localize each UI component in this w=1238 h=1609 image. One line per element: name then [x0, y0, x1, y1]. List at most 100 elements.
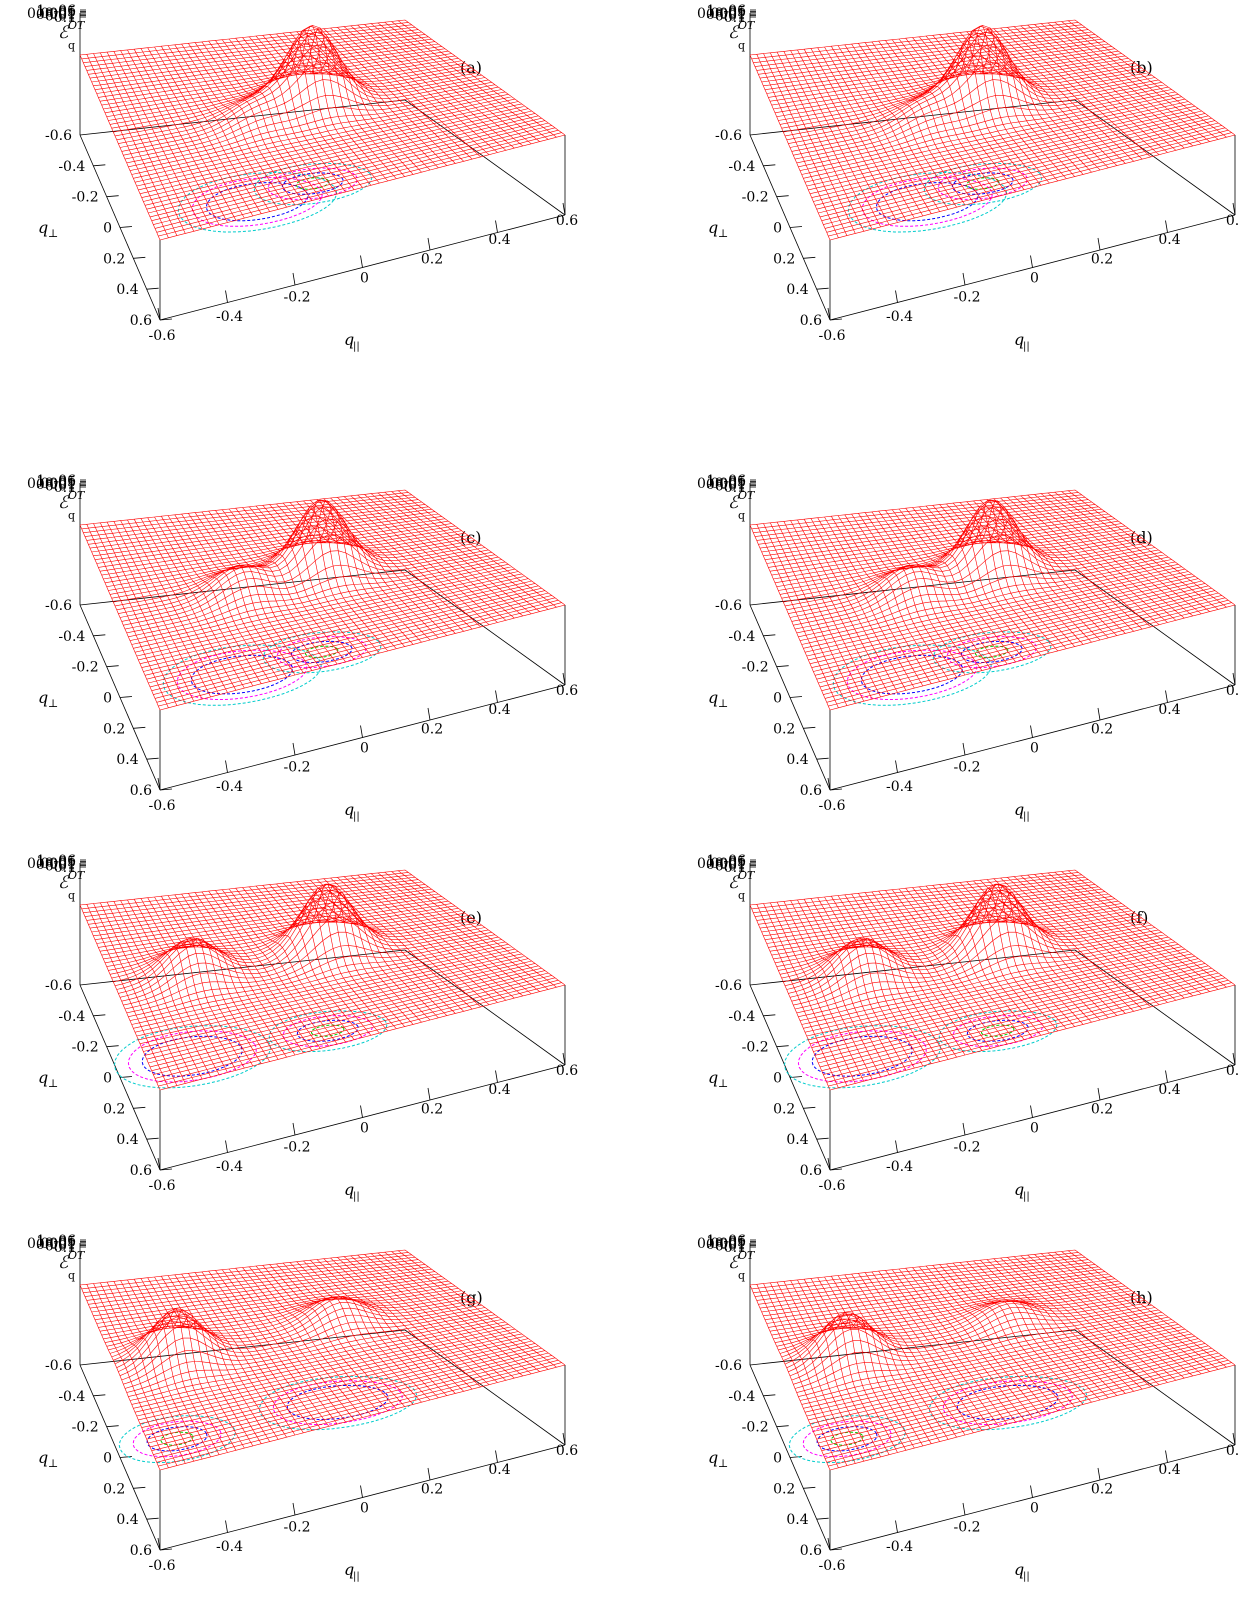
x-tick-label: 0: [1030, 271, 1039, 287]
x-axis-label-subscript: ||: [1023, 1191, 1030, 1202]
surface-wireframe: [79, 1249, 566, 1471]
surface-wireframe: [749, 489, 1236, 711]
y-tick-label: -0.2: [742, 190, 769, 206]
y-tick-label: 0: [773, 691, 782, 707]
y-tick-label: 0.2: [103, 1481, 125, 1497]
x-axis-label-subscript: ||: [353, 1571, 360, 1582]
x-tick-label: 0.4: [488, 1462, 510, 1478]
x-tick-label: -0.6: [819, 328, 846, 344]
y-tick: [146, 1137, 159, 1140]
y-tick-label: -0.4: [728, 1009, 755, 1025]
contour-line: [861, 176, 993, 227]
axes-box: [749, 479, 1236, 791]
y-tick-label: -0.2: [72, 1420, 99, 1436]
y-tick: [763, 164, 776, 167]
z-tick-label: 1e-06: [36, 853, 76, 869]
y-axis-label-subscript: ⊥: [718, 227, 728, 240]
contour-line: [788, 1415, 906, 1464]
x-axis-label: q: [1014, 330, 1024, 349]
y-tick: [776, 1045, 789, 1048]
z-tick-label: 0.001: [706, 857, 746, 873]
x-tick: [157, 307, 161, 321]
y-tick: [119, 1456, 133, 1458]
z-axis-label-subscript: q: [738, 1269, 745, 1282]
z-axis-label-subscript: q: [738, 39, 745, 52]
y-tick-label: -0.4: [58, 1009, 85, 1025]
x-tick-label: -0.6: [819, 1178, 846, 1194]
y-axis-label-subscript: ⊥: [48, 697, 58, 710]
y-tick: [763, 1014, 776, 1017]
contour-line: [253, 162, 373, 206]
z-axis-label: ℰ: [728, 873, 740, 893]
y-tick-label: -0.2: [72, 1040, 99, 1056]
y-tick-label: 0.4: [786, 752, 808, 768]
z-axis-label-subscript: q: [68, 39, 75, 52]
x-tick: [962, 1502, 966, 1516]
y-tick: [829, 318, 843, 321]
x-tick-label: -0.2: [954, 1140, 981, 1156]
axes-box: [749, 859, 1236, 1171]
z-tick-label: 0.1: [54, 10, 76, 26]
surface-wireframe: [749, 869, 1236, 1091]
z-tick-label: 0.1: [54, 480, 76, 496]
x-axis-label-subscript: ||: [1023, 811, 1030, 822]
x-axis-label-subscript: ||: [1023, 341, 1030, 352]
floor-contours: [847, 162, 1043, 233]
z-tick-label: 1e-05: [706, 474, 746, 490]
z-tick-label: 1e-05: [36, 4, 76, 20]
y-tick-label: 0.4: [786, 1132, 808, 1148]
y-tick-label: 0: [103, 1451, 112, 1467]
x-tick: [427, 707, 431, 721]
x-tick-label: -0.2: [954, 290, 981, 306]
y-tick: [106, 1045, 119, 1048]
y-axis-label: q: [708, 218, 718, 237]
y-tick: [789, 1456, 803, 1458]
z-tick-label: 1e-06: [706, 473, 746, 489]
x-tick: [157, 1537, 161, 1551]
z-tick-label: 0.0001: [697, 6, 746, 22]
surface-mesh: [79, 1249, 566, 1471]
y-tick: [93, 634, 106, 637]
x-tick-label: -0.6: [149, 1558, 176, 1574]
floor-edge: [1074, 949, 1236, 1066]
z-tick-label: 1e-06: [706, 1233, 746, 1249]
y-axis-label-subscript: ⊥: [718, 697, 728, 710]
x-tick: [827, 1157, 831, 1171]
z-tick-label: 0.0001: [697, 476, 746, 492]
contour-line: [290, 640, 353, 663]
x-tick-label: 0.6: [556, 1063, 578, 1079]
z-tick-label: 0.01: [45, 479, 76, 495]
y-tick: [159, 1168, 173, 1171]
contour-line: [146, 1426, 208, 1452]
y-axis-label-subscript: ⊥: [718, 1457, 728, 1470]
z-tick-label: 0.1: [54, 1240, 76, 1256]
x-tick: [1165, 1450, 1168, 1463]
surface-mesh: [79, 19, 566, 241]
z-tick-label: 1e-06: [706, 853, 746, 869]
x-tick: [1165, 1070, 1168, 1083]
y-tick: [803, 256, 816, 259]
z-tick-label: 0.01: [715, 859, 746, 875]
y-tick-label: -0.4: [728, 159, 755, 175]
y-tick-label: -0.2: [742, 1040, 769, 1056]
y-tick-label: 0: [103, 221, 112, 237]
z-tick-label: 0.01: [45, 9, 76, 25]
z-tick-label: 0.01: [715, 1239, 746, 1255]
z-tick-label: 1e-06: [36, 473, 76, 489]
x-tick: [427, 237, 431, 251]
x-tick: [1232, 672, 1236, 686]
contour-line: [830, 1431, 864, 1446]
x-tick: [895, 760, 898, 773]
x-tick: [962, 272, 966, 286]
z-axis-label-superscript: OT: [738, 869, 756, 882]
z-tick-label: 1e-06: [706, 3, 746, 19]
z-axis-label-superscript: OT: [68, 19, 86, 32]
contour-line: [960, 640, 1023, 663]
x-tick: [1030, 255, 1033, 268]
x-tick: [495, 1450, 498, 1463]
x-tick: [360, 1105, 363, 1118]
x-tick: [562, 1052, 566, 1066]
x-tick-label: -0.6: [819, 1558, 846, 1574]
